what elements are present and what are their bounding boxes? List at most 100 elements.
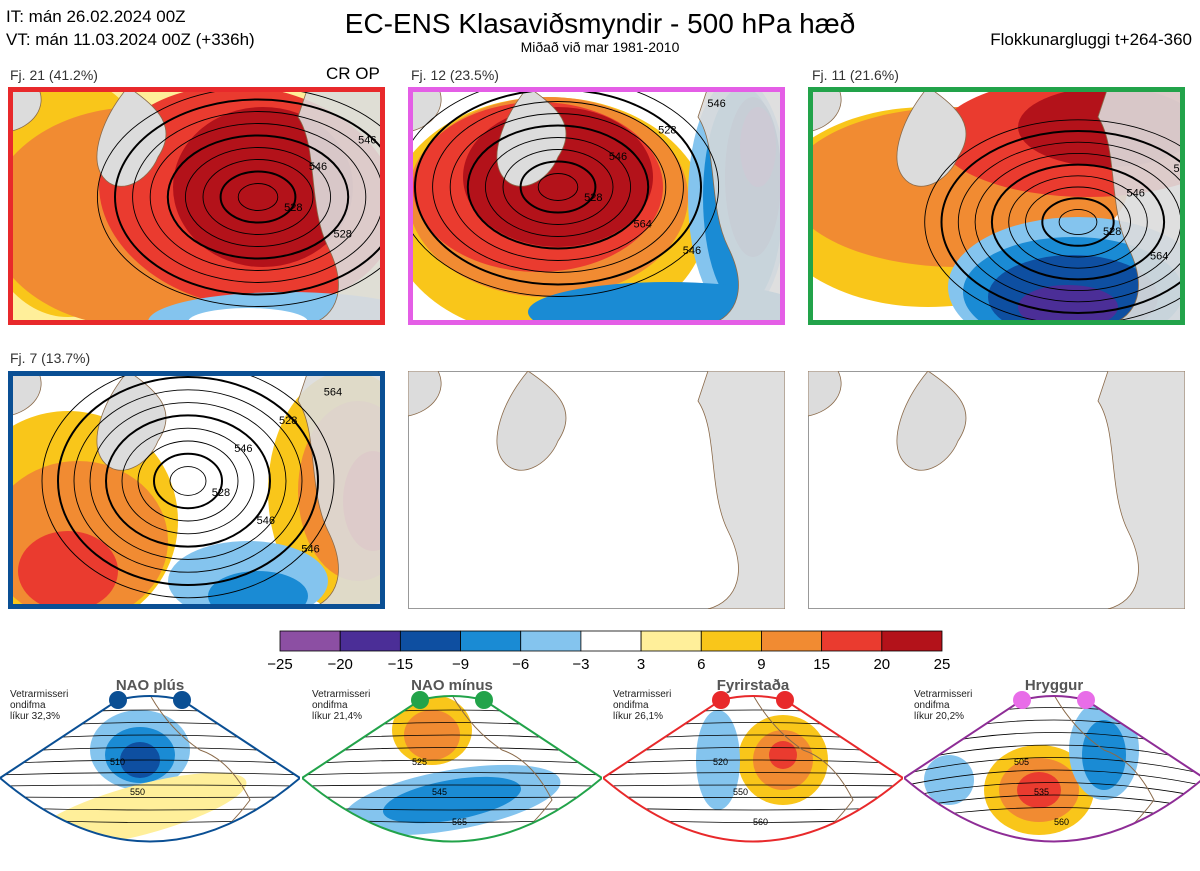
regime-dot [776, 691, 794, 709]
contour-label: 528 [584, 192, 602, 204]
regime-note: ondifma [10, 700, 46, 711]
colorbar-swatch [761, 630, 823, 652]
contour-label: 528 [212, 487, 230, 499]
contour-label: 546 [309, 161, 327, 173]
cluster-frame [8, 87, 385, 325]
cluster-1-extra: CR OP [326, 64, 380, 83]
contour-label: 528 [1174, 163, 1185, 175]
contour-label: 564 [633, 218, 651, 230]
regime-note: líkur 32,3% [10, 711, 61, 722]
land-outline [808, 371, 1185, 609]
empty-map-2 [808, 371, 1185, 609]
regime-frame [603, 695, 903, 843]
regime-dot [173, 691, 191, 709]
colorbar-tick: 9 [757, 656, 766, 673]
cluster-map-4: 528 546 546 528 546 564 [8, 371, 385, 609]
anomaly-blue [208, 571, 308, 609]
anomaly-darkred [173, 107, 353, 267]
anomaly-red [18, 531, 118, 609]
regime-map: 520 550 560 [603, 691, 903, 843]
regime-note: Vetrarmisseri [613, 689, 672, 700]
regime-contour-label: 550 [130, 787, 145, 797]
regime-frame [0, 695, 300, 843]
colorbar-tick: −6 [512, 656, 530, 673]
colorbar-swatch [279, 630, 341, 652]
anomaly-red [1017, 772, 1061, 808]
contour-label: 528 [1103, 226, 1121, 238]
regime-note: Vetrarmisseri [312, 689, 371, 700]
regime-title: NAO mínus [411, 677, 493, 694]
anomaly-lightblue-south [1009, 847, 1049, 863]
regime-title: Fyrirstaða [716, 677, 790, 694]
contour-label: 528 [284, 202, 302, 214]
land-outline [408, 371, 785, 609]
contour-label: 528 [658, 124, 676, 136]
regime-note: ondifma [613, 700, 649, 711]
land-outline [408, 87, 785, 325]
regime-title: NAO plús [115, 677, 185, 694]
colorbar-swatch [520, 630, 582, 652]
cluster-4-label: Fj. 7 (13.7%) [10, 350, 91, 366]
regime-contour-label: 560 [753, 817, 768, 827]
cluster-map-1: 528546528546546528 [8, 87, 385, 325]
contour-label: 528 [279, 415, 297, 427]
anomaly-blue-south [528, 282, 785, 325]
regime-note: Vetrarmisseri [10, 689, 69, 700]
cluster-1-label: Fj. 21 (41.2%) [10, 67, 98, 83]
regime-contour-label: 525 [412, 757, 427, 767]
regime-note: ondifma [914, 700, 950, 711]
colorbar-tick: 3 [636, 656, 646, 673]
colorbar-tick: −20 [327, 656, 353, 673]
cluster-frame [808, 87, 1185, 325]
colorbar-swatch [700, 630, 762, 652]
regime-note: Vetrarmisseri [914, 689, 973, 700]
colorbar-tick: −25 [267, 656, 293, 673]
contour-label: 528 [333, 228, 351, 240]
regime-contour-label: 550 [733, 787, 748, 797]
regime-map: 505 535 560 [904, 691, 1200, 863]
regime-dot [475, 691, 493, 709]
regime-dot [1013, 691, 1031, 709]
page-title: EC-ENS Klasaviðsmyndir - 500 hPa hæð [344, 8, 856, 39]
colorbar-swatch [580, 630, 642, 652]
land-outline [8, 87, 385, 325]
anomaly-blue [382, 776, 522, 824]
regime-dot [109, 691, 127, 709]
colorbar-tick: 6 [697, 656, 706, 673]
anomaly-red [769, 741, 797, 769]
regime-contour-label: 545 [432, 787, 447, 797]
contour-label: 546 [358, 134, 376, 146]
regime-contour-label: 565 [452, 817, 467, 827]
regime-frame [904, 695, 1200, 843]
cluster-2-label: Fj. 12 (23.5%) [411, 67, 499, 83]
contour-label: 564 [324, 387, 342, 399]
regime-note: líkur 20,2% [914, 711, 965, 722]
empty-map-1 [408, 371, 785, 609]
colorbar-tick: −9 [451, 656, 470, 673]
contour-label: 546 [707, 98, 725, 110]
cluster-3-label: Fj. 11 (21.6%) [812, 67, 899, 83]
colorbar-tick: −15 [387, 656, 414, 673]
contour-label: 564 [1150, 251, 1168, 263]
cluster-map-2: 528 546 564 528 546 546 [408, 87, 785, 325]
regime-note: ondifma [312, 700, 348, 711]
regime-map: 510 550 [0, 691, 300, 843]
contour-label: 546 [301, 543, 319, 555]
regime-contour-label: 535 [1034, 787, 1049, 797]
colorbar-tick: 20 [873, 656, 891, 673]
contour-label: 546 [1127, 188, 1145, 200]
anomaly-purple [1018, 285, 1118, 325]
colorbar-swatch [339, 630, 401, 652]
cluster-frame [408, 87, 785, 325]
regime-contour-label: 520 [713, 757, 728, 767]
regime-contour-label: 560 [1054, 817, 1069, 827]
regime-contour-label: 505 [1014, 757, 1029, 767]
height-contours: 528 546 546 528 546 564 [41, 371, 342, 599]
regime-contour-label: 510 [110, 757, 125, 767]
regime-frame [302, 695, 602, 843]
colorbar-tick: 15 [813, 656, 830, 673]
colorbar-tick: 25 [933, 656, 951, 673]
regime-dot [712, 691, 730, 709]
colorbar-swatch [399, 630, 461, 652]
